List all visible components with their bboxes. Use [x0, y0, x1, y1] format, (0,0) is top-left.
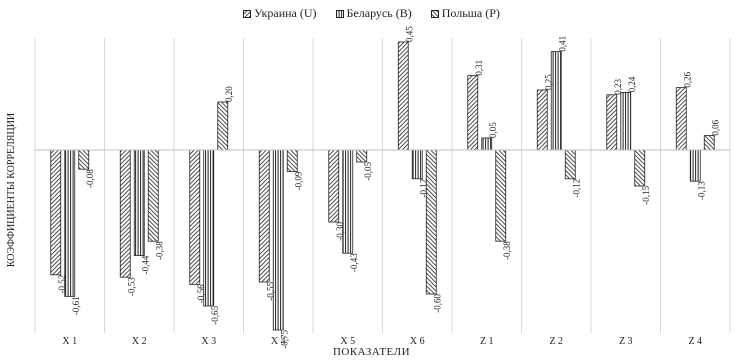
- bar: [119, 149, 131, 278]
- data-label: -0,53: [126, 277, 136, 296]
- bar: [495, 149, 507, 242]
- data-label: -0,12: [571, 179, 581, 198]
- data-label: -0,44: [140, 255, 150, 274]
- legend: Украина (U) Беларусь (B) Польша (P): [0, 6, 743, 22]
- data-label: -0,75: [279, 330, 289, 349]
- data-label: 0,05: [488, 122, 498, 138]
- bar: [675, 87, 687, 151]
- bar: [620, 92, 632, 151]
- bar: [258, 149, 270, 283]
- category-tick-label: X 1: [62, 336, 77, 347]
- category-tick-label: X 5: [340, 336, 355, 347]
- bar: [634, 149, 646, 187]
- data-label: -0,05: [363, 162, 373, 181]
- bar: [147, 149, 159, 242]
- legend-swatch-diagonal-icon: [243, 9, 252, 18]
- data-label: -0,38: [154, 241, 164, 260]
- category-tick-label: X 3: [201, 336, 216, 347]
- data-label: -0,13: [696, 181, 706, 200]
- bars-group: [50, 41, 715, 331]
- y-axis-title: КОЭФФИЦИЕНТЫ КОРРЕЛЯЦИИ: [6, 113, 17, 267]
- legend-label-belarus: Беларусь (B): [346, 6, 412, 20]
- legend-swatch-backslash-icon: [430, 9, 439, 18]
- data-label: -0,15: [641, 186, 651, 205]
- legend-item-ukraine: Украина (U): [243, 6, 317, 21]
- data-label: 0,45: [404, 26, 414, 42]
- bar: [536, 89, 548, 151]
- bar: [286, 149, 298, 173]
- data-label: 0,23: [613, 79, 623, 95]
- legend-item-poland: Польша (P): [430, 6, 500, 21]
- bar: [64, 149, 76, 297]
- data-label: 0,31: [474, 60, 484, 76]
- data-label: -0,09: [293, 171, 303, 190]
- category-tick-label: Z 4: [688, 336, 702, 347]
- data-label: -0,30: [335, 222, 345, 241]
- bar: [133, 149, 145, 256]
- data-label: 0,06: [710, 119, 720, 135]
- bar: [606, 94, 618, 151]
- bar: [272, 149, 284, 331]
- bar: [564, 149, 576, 180]
- legend-label-ukraine: Украина (U): [254, 6, 317, 20]
- bar: [328, 149, 340, 223]
- category-tick-label: X 6: [410, 336, 425, 347]
- data-label: -0,08: [85, 169, 95, 188]
- category-tick-label: X 2: [132, 336, 147, 347]
- legend-label-poland: Польша (P): [441, 6, 500, 20]
- data-labels-group: -0,52 -0,53 -0,56 -0,55 -0,30 0,45 0,31 0,25 0,2…: [57, 26, 721, 349]
- data-label: -0,55: [265, 282, 275, 301]
- category-tick-labels: X 1 X 2 X 3 X 4 X 5 X 6 Z 1 Z 2 Z 3 Z 4: [62, 336, 702, 347]
- data-label: -0,56: [196, 284, 206, 303]
- bar: [397, 41, 409, 151]
- bar: [217, 101, 229, 151]
- data-label: -0,65: [210, 306, 220, 325]
- category-separators: [34, 38, 731, 333]
- bar: [411, 149, 423, 180]
- data-label: 0,20: [224, 86, 234, 102]
- bar: [203, 149, 215, 307]
- bar: [550, 51, 562, 151]
- bar: [425, 149, 437, 295]
- data-label: -0,60: [432, 294, 442, 313]
- legend-swatch-vertical-icon: [335, 9, 344, 18]
- bar: [467, 75, 479, 151]
- data-label: 0,24: [627, 76, 637, 92]
- category-tick-label: Z 1: [480, 336, 494, 347]
- bar: [481, 137, 493, 151]
- data-label: 0,26: [682, 71, 692, 87]
- data-label: -0,12: [418, 179, 428, 198]
- bar: [50, 149, 62, 276]
- data-label: -0,61: [71, 296, 81, 315]
- data-label: -0,52: [57, 275, 67, 294]
- data-label: 0,25: [543, 74, 553, 90]
- bar: [689, 149, 701, 182]
- data-label: -0,43: [349, 253, 359, 272]
- category-tick-label: Z 2: [549, 336, 563, 347]
- category-tick-label: Z 3: [619, 336, 633, 347]
- bar: [356, 149, 368, 163]
- data-label: -0,38: [502, 241, 512, 260]
- bar: [78, 149, 90, 170]
- category-tick-label: X 4: [271, 336, 286, 347]
- bar: [189, 149, 201, 285]
- x-axis-title: ПОКАЗАТЕЛИ: [332, 346, 411, 358]
- bar: [703, 135, 715, 151]
- data-label: 0,41: [557, 36, 567, 52]
- legend-item-belarus: Беларусь (B): [335, 6, 412, 21]
